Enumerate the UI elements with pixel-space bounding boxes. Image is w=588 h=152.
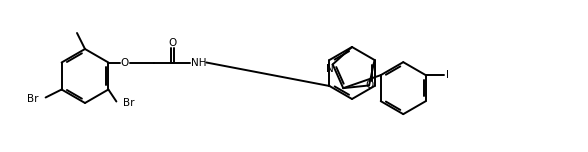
Text: I: I [446, 70, 449, 80]
Text: N: N [326, 64, 333, 74]
Text: Br: Br [123, 98, 135, 109]
Text: O: O [365, 80, 373, 90]
Text: O: O [168, 38, 176, 48]
Text: Br: Br [27, 95, 39, 105]
Text: NH: NH [191, 57, 206, 67]
Text: O: O [121, 57, 129, 67]
